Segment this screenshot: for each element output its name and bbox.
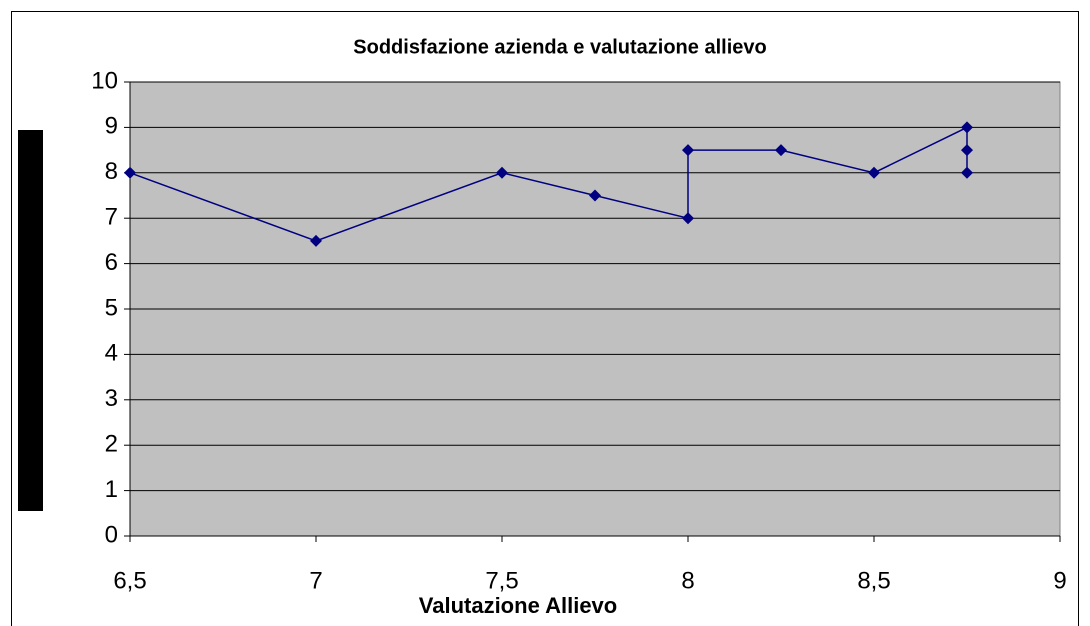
y-tick-label: 3 (105, 385, 118, 412)
x-axis-title: Valutazione Allievo (419, 593, 617, 618)
y-tick-label: 8 (105, 158, 118, 185)
marker (961, 144, 973, 157)
y-tick-label: 1 (105, 476, 118, 503)
marker (682, 212, 694, 225)
marker (775, 144, 787, 157)
marker (496, 166, 508, 179)
y-tick-label: 5 (105, 294, 118, 321)
chart-title: Soddisfazione azienda e valutazione alli… (353, 36, 766, 58)
marker (868, 166, 880, 179)
marker (682, 144, 694, 157)
marker (961, 121, 973, 134)
y-tick-label: 0 (105, 521, 118, 548)
marker (124, 166, 136, 179)
x-tick-label: 8 (681, 567, 694, 594)
y-tick-label: 4 (105, 340, 118, 367)
marker (961, 166, 973, 179)
x-tick-label: 6,5 (113, 567, 146, 594)
y-tick-label: 9 (105, 113, 118, 140)
y-tick-label: 2 (105, 431, 118, 458)
y-tick-label: 6 (105, 249, 118, 276)
y-tick-label: 10 (91, 67, 118, 94)
marker (310, 234, 322, 247)
marker (589, 189, 601, 202)
x-tick-label: 8,5 (857, 567, 890, 594)
y-tick-label: 7 (105, 204, 118, 231)
x-tick-label: 9 (1053, 567, 1066, 594)
y-label-cover (18, 130, 43, 511)
x-tick-label: 7,5 (485, 567, 518, 594)
x-tick-label: 7 (309, 567, 322, 594)
